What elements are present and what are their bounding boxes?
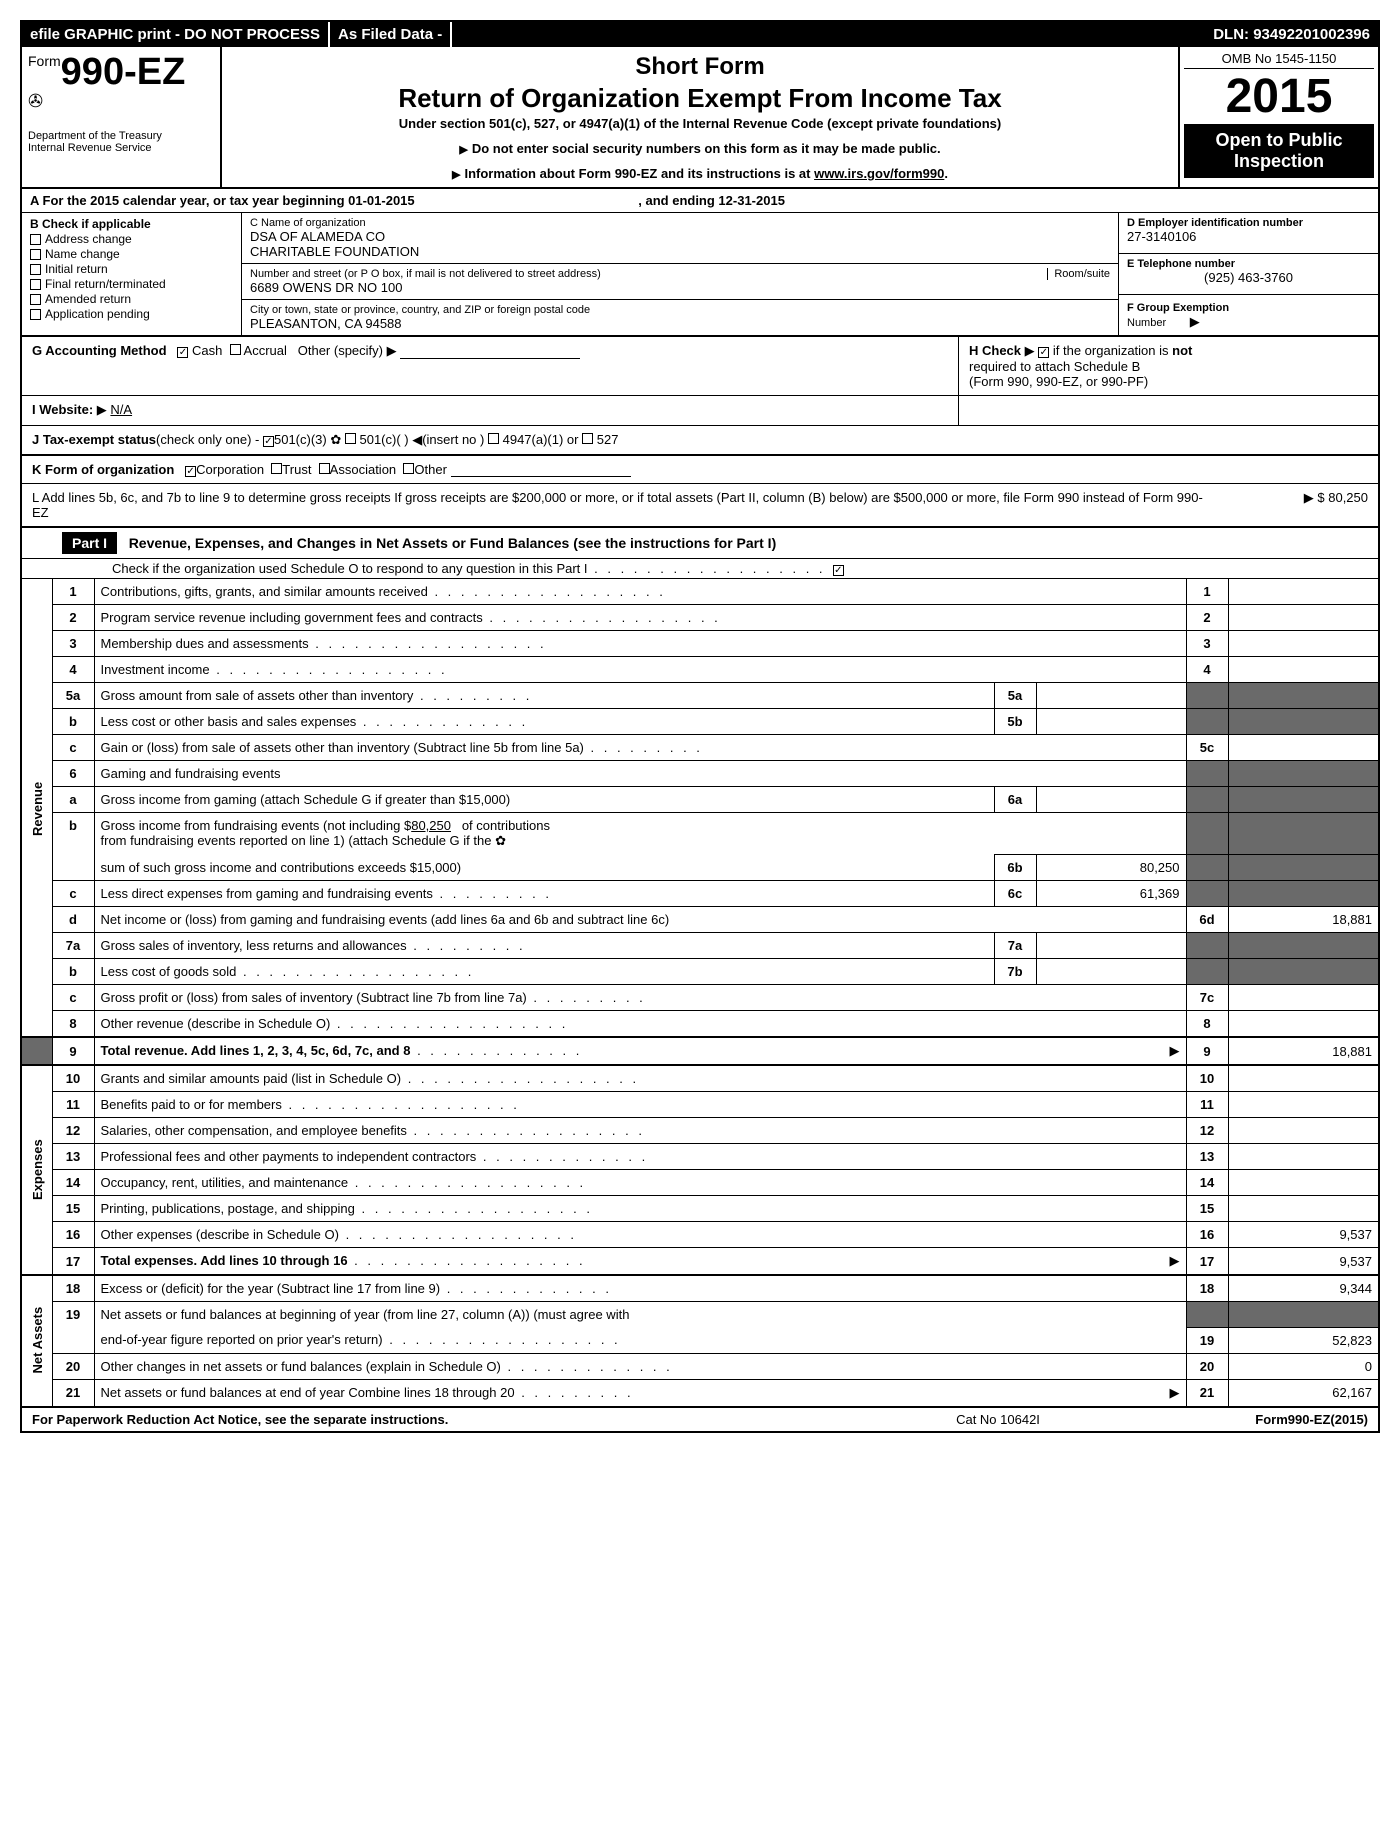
short-form: Short Form — [232, 53, 1168, 81]
val-17: 9,537 — [1228, 1248, 1378, 1276]
org-name-2: CHARITABLE FOUNDATION — [250, 244, 1110, 259]
row-l: L Add lines 5b, 6c, and 7b to line 9 to … — [22, 484, 1378, 528]
cat-no: Cat No 10642I — [848, 1412, 1148, 1427]
chk-h[interactable]: ✓ — [1038, 347, 1049, 358]
col-b: B Check if applicable Address change Nam… — [22, 213, 242, 335]
row-i: I Website: ▶ N/A — [22, 396, 1378, 426]
lines-table: Revenue 1 Contributions, gifts, grants, … — [22, 579, 1378, 1406]
efile-notice: efile GRAPHIC print - DO NOT PROCESS — [22, 22, 330, 47]
chk-final[interactable] — [30, 279, 41, 290]
val-18: 9,344 — [1228, 1275, 1378, 1302]
row-gh: G Accounting Method ✓ Cash Accrual Other… — [22, 337, 1378, 396]
chk-address[interactable] — [30, 234, 41, 245]
form-label-cell: Form990-EZ ✇ Department of the Treasury … — [22, 47, 222, 187]
dln: DLN: 93492201002396 — [1205, 22, 1378, 47]
section-expenses: Expenses — [22, 1065, 52, 1275]
top-bar: efile GRAPHIC print - DO NOT PROCESS As … — [22, 22, 1378, 47]
org-name-1: DSA OF ALAMEDA CO — [250, 229, 1110, 244]
dept-treasury: Department of the Treasury — [28, 130, 214, 142]
chk-other-org[interactable] — [403, 463, 414, 474]
form-prefix: Form — [28, 53, 61, 69]
chk-cash[interactable]: ✓ — [177, 347, 188, 358]
website: N/A — [110, 402, 132, 417]
val-9: 18,881 — [1228, 1037, 1378, 1065]
val-21: 62,167 — [1228, 1379, 1378, 1406]
form-number: 990-EZ — [61, 51, 186, 93]
val-19: 52,823 — [1228, 1327, 1378, 1353]
chk-accrual[interactable] — [230, 344, 241, 355]
phone: (925) 463-3760 — [1127, 270, 1370, 285]
dept-irs: Internal Revenue Service — [28, 142, 214, 154]
part1-header: Part I Revenue, Expenses, and Changes in… — [22, 528, 1378, 559]
footer: For Paperwork Reduction Act Notice, see … — [22, 1406, 1378, 1431]
chk-assoc[interactable] — [319, 463, 330, 474]
subtitle-ssn: Do not enter social security numbers on … — [232, 141, 1168, 156]
info-grid: B Check if applicable Address change Nam… — [22, 213, 1378, 337]
omb-number: OMB No 1545-1150 — [1184, 51, 1374, 69]
val-6d: 18,881 — [1228, 907, 1378, 933]
chk-501c[interactable] — [345, 433, 356, 444]
col-c: C Name of organization DSA OF ALAMEDA CO… — [242, 213, 1118, 335]
tax-year: 2015 — [1184, 69, 1374, 124]
chk-501c3[interactable]: ✓ — [263, 436, 274, 447]
form-footer: Form990-EZ(2015) — [1148, 1412, 1368, 1427]
ein: 27-3140106 — [1127, 229, 1370, 244]
chk-schedo[interactable]: ✓ — [833, 565, 844, 576]
val-16: 9,537 — [1228, 1222, 1378, 1248]
year-cell: OMB No 1545-1150 2015 Open to Public Ins… — [1178, 47, 1378, 187]
as-filed: As Filed Data - — [330, 22, 452, 47]
street-address: 6689 OWENS DR NO 100 — [250, 280, 1110, 295]
title-cell: Short Form Return of Organization Exempt… — [222, 47, 1178, 187]
col-d: D Employer identification number 27-3140… — [1118, 213, 1378, 335]
chk-527[interactable] — [582, 433, 593, 444]
section-a: A For the 2015 calendar year, or tax yea… — [22, 189, 1378, 213]
main-title: Return of Organization Exempt From Incom… — [232, 83, 1168, 114]
val-6b: 80,250 — [1036, 855, 1186, 881]
chk-trust[interactable] — [271, 463, 282, 474]
row-k: K Form of organization ✓Corporation Trus… — [22, 456, 1378, 484]
chk-4947[interactable] — [488, 433, 499, 444]
part1-sub: Check if the organization used Schedule … — [22, 559, 1378, 579]
chk-name[interactable] — [30, 249, 41, 260]
subtitle-info: Information about Form 990-EZ and its in… — [232, 166, 1168, 181]
val-20: 0 — [1228, 1353, 1378, 1379]
val-6c: 61,369 — [1036, 881, 1186, 907]
irs-link[interactable]: www.irs.gov/form990 — [814, 166, 944, 181]
row-j: J Tax-exempt status(check only one) - ✓5… — [22, 426, 1378, 456]
header: Form990-EZ ✇ Department of the Treasury … — [22, 47, 1378, 189]
gross-receipts: $ 80,250 — [1317, 490, 1368, 505]
chk-amended[interactable] — [30, 294, 41, 305]
chk-corp[interactable]: ✓ — [185, 466, 196, 477]
chk-initial[interactable] — [30, 264, 41, 275]
subtitle: Under section 501(c), 527, or 4947(a)(1)… — [232, 116, 1168, 131]
paperwork-notice: For Paperwork Reduction Act Notice, see … — [32, 1412, 848, 1427]
city-state-zip: PLEASANTON, CA 94588 — [250, 316, 1110, 331]
chk-pending[interactable] — [30, 309, 41, 320]
section-netassets: Net Assets — [22, 1275, 52, 1406]
section-revenue: Revenue — [22, 579, 52, 1037]
form-page: efile GRAPHIC print - DO NOT PROCESS As … — [20, 20, 1380, 1433]
open-public: Open to Public Inspection — [1184, 124, 1374, 178]
